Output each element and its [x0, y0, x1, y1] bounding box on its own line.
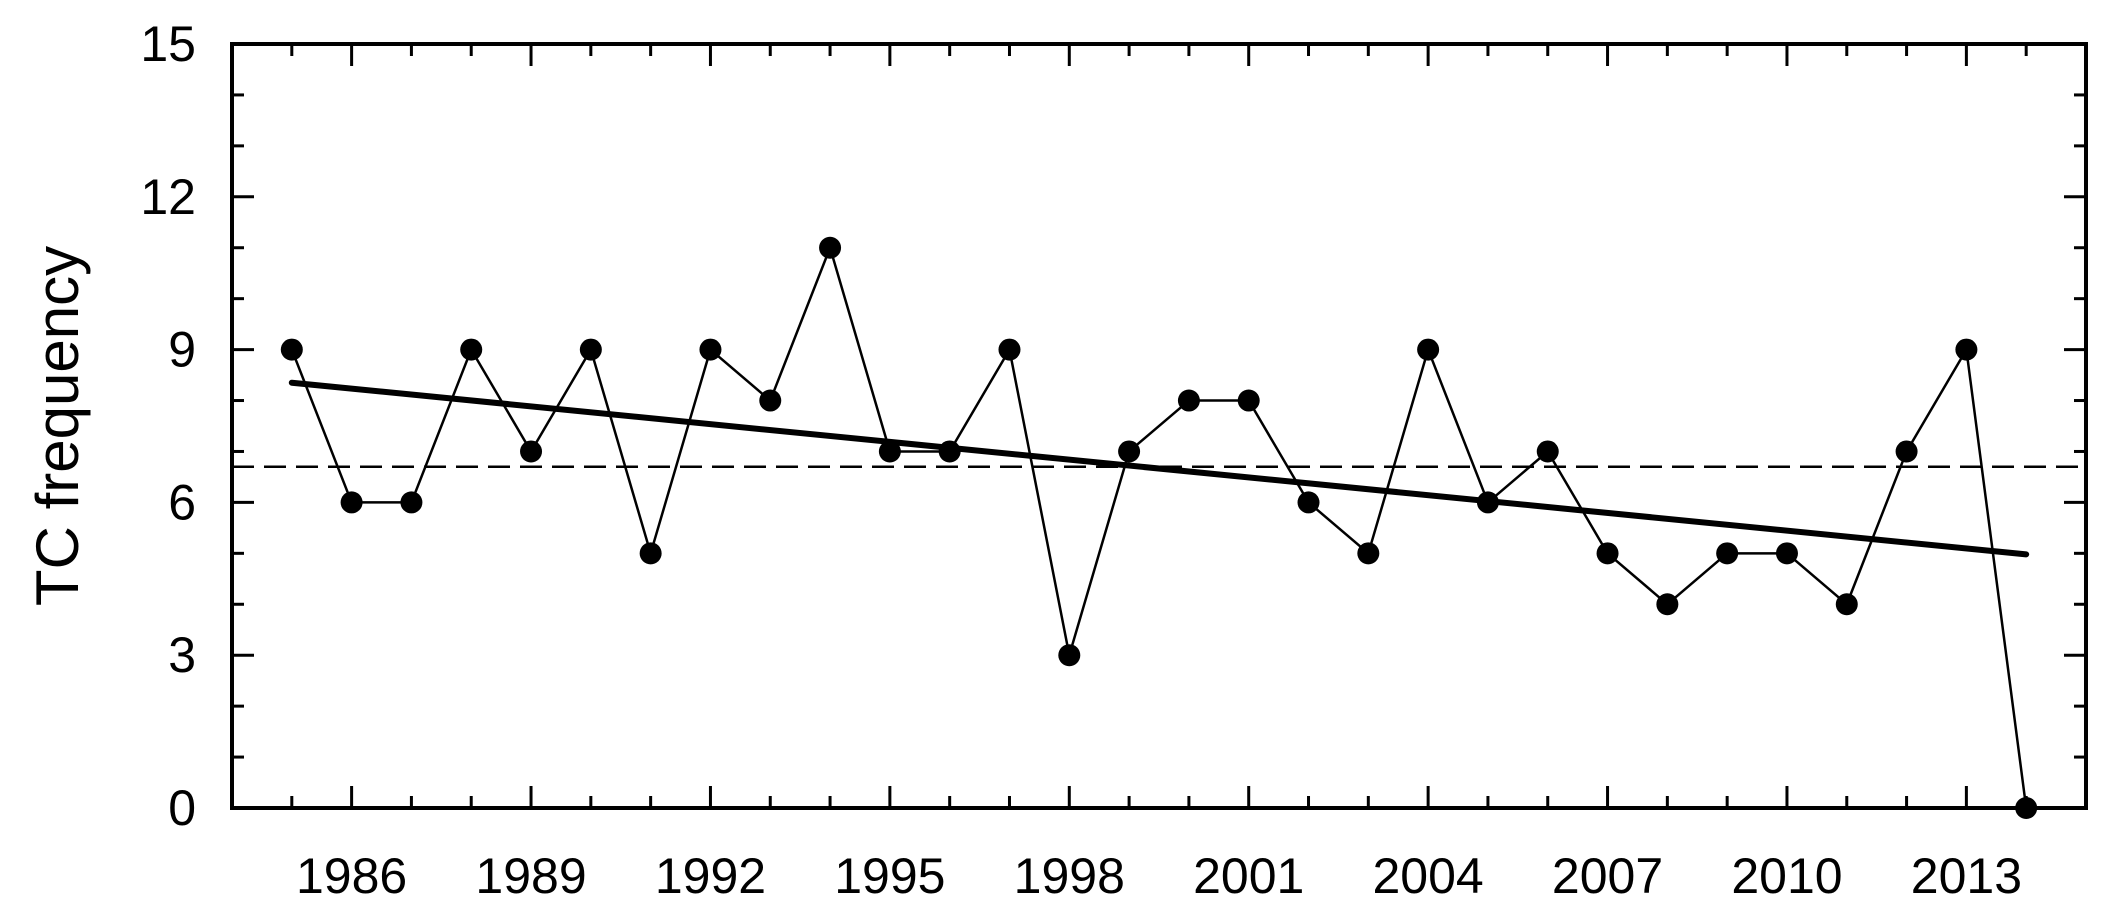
data-point	[1417, 338, 1440, 361]
data-point	[759, 389, 782, 412]
reference-lines	[232, 379, 2086, 558]
data-point	[878, 440, 901, 463]
data-point	[1058, 644, 1081, 667]
data-point	[1596, 542, 1619, 565]
data-point	[998, 338, 1021, 361]
x-tick-label: 1998	[1014, 848, 1125, 902]
data-series	[280, 236, 2038, 819]
plot-frame	[230, 42, 2088, 810]
x-tick-label: 2001	[1193, 848, 1304, 902]
y-axis-label: TC frequency	[24, 246, 91, 606]
data-point	[819, 236, 842, 259]
data-point	[699, 338, 722, 361]
data-point	[1118, 440, 1141, 463]
x-tick-label: 1995	[834, 848, 945, 902]
data-point	[579, 338, 602, 361]
x-tick-label: 2007	[1552, 848, 1663, 902]
x-tick-label: 2013	[1911, 848, 2022, 902]
y-tick-label: 0	[168, 780, 196, 836]
data-point	[280, 338, 303, 361]
data-point	[1955, 338, 1978, 361]
data-point	[1895, 440, 1918, 463]
y-tick-label: 9	[168, 322, 196, 378]
data-point	[1476, 491, 1499, 514]
x-tick-label: 1986	[296, 848, 407, 902]
x-tick-label: 1989	[475, 848, 586, 902]
data-point	[938, 440, 961, 463]
data-point	[1775, 542, 1798, 565]
data-point	[2015, 797, 2038, 819]
data-point	[1237, 389, 1260, 412]
data-point	[1297, 491, 1320, 514]
data-point	[340, 491, 363, 514]
y-tick-label: 12	[140, 169, 196, 225]
data-point	[1656, 593, 1679, 616]
y-tick-label: 6	[168, 474, 196, 530]
data-point	[1177, 389, 1200, 412]
x-tick-label: 2004	[1373, 848, 1484, 902]
data-point	[1357, 542, 1380, 565]
data-point	[1716, 542, 1739, 565]
data-point	[460, 338, 483, 361]
x-tick-label: 2010	[1731, 848, 1842, 902]
data-point	[1835, 593, 1858, 616]
data-point	[1536, 440, 1559, 463]
data-point	[520, 440, 543, 463]
trend-line	[288, 379, 2030, 558]
data-point	[400, 491, 423, 514]
axis-ticks	[230, 42, 2088, 810]
data-point	[639, 542, 662, 565]
axis-tick-labels: 1986 1989 1992 1995 1998 2001 2004 2007 2010 2013…	[140, 16, 2022, 902]
y-tick-label: 15	[140, 16, 196, 72]
y-tick-label: 3	[168, 627, 196, 683]
x-tick-label: 1992	[655, 848, 766, 902]
